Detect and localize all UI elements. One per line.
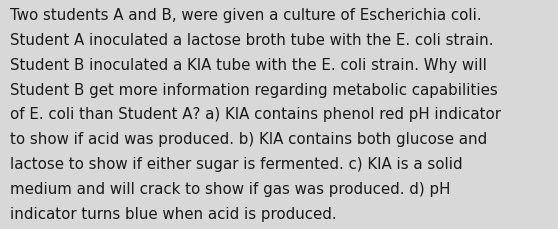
Text: Student B inoculated a KIA tube with the E. coli strain. Why will: Student B inoculated a KIA tube with the… [10, 57, 487, 72]
Text: indicator turns blue when acid is produced.: indicator turns blue when acid is produc… [10, 206, 336, 221]
Text: of E. coli than Student A? a) KIA contains phenol red pH indicator: of E. coli than Student A? a) KIA contai… [10, 107, 501, 122]
Text: Student B get more information regarding metabolic capabilities: Student B get more information regarding… [10, 82, 498, 97]
Text: Student A inoculated a lactose broth tube with the E. coli strain.: Student A inoculated a lactose broth tub… [10, 33, 493, 48]
Text: Two students A and B, were given a culture of Escherichia coli.: Two students A and B, were given a cultu… [10, 8, 482, 23]
Text: medium and will crack to show if gas was produced. d) pH: medium and will crack to show if gas was… [10, 181, 450, 196]
Text: to show if acid was produced. b) KIA contains both glucose and: to show if acid was produced. b) KIA con… [10, 132, 487, 147]
Text: lactose to show if either sugar is fermented. c) KIA is a solid: lactose to show if either sugar is ferme… [10, 156, 463, 171]
